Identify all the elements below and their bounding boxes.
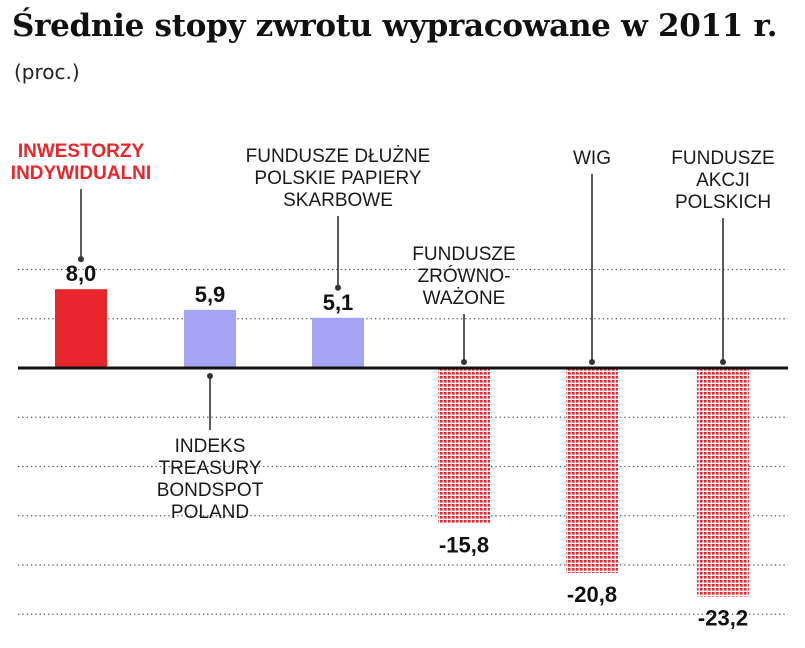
bar-5	[566, 368, 618, 573]
chart-title: Średnie stopy zwrotu wypracowane w 2011 …	[12, 8, 778, 44]
category-label: POLAND	[171, 502, 249, 523]
connector-dot	[720, 359, 726, 365]
connector-dot	[461, 359, 467, 365]
category-label: WIG	[573, 148, 611, 169]
category-label: INDYWIDUALNI	[11, 163, 151, 184]
value-label: 5,9	[195, 282, 226, 307]
category-label: POLSKICH	[675, 192, 771, 213]
bar-4	[438, 368, 490, 524]
category-label: AKCJI	[696, 170, 750, 191]
bar-layer	[18, 289, 788, 597]
value-label: 5,1	[323, 290, 354, 315]
category-label: BONDSPOT	[157, 480, 264, 501]
category-label: FUNDUSZE	[671, 148, 774, 169]
value-label: -15,8	[439, 533, 489, 558]
bar-1	[55, 289, 107, 368]
chart-subtitle: (proc.)	[14, 60, 80, 84]
value-label: 8,0	[66, 261, 97, 286]
category-label: FUNDUSZE	[412, 244, 515, 265]
connector-dot	[78, 256, 84, 263]
grid-layer	[18, 268, 788, 615]
value-label: -23,2	[698, 606, 748, 631]
category-label: INDEKS	[175, 436, 246, 457]
connector-dot	[335, 284, 341, 291]
category-label: INWESTORZY	[18, 141, 145, 162]
bar-3	[312, 317, 364, 368]
category-label: TREASURY	[158, 458, 261, 479]
category-label: WAŻONE	[423, 288, 506, 309]
bar-6	[697, 368, 749, 597]
connector-layer	[78, 174, 726, 430]
value-label: -20,8	[567, 582, 617, 607]
bar-2	[184, 309, 236, 368]
category-label: POLSKIE PAPIERY	[254, 168, 422, 189]
category-label: ZRÓWNO-	[418, 265, 511, 287]
category-label: FUNDUSZE DŁUŻNE	[246, 146, 431, 167]
connector-dot	[589, 359, 595, 365]
category-label: SKARBOWE	[283, 190, 393, 211]
